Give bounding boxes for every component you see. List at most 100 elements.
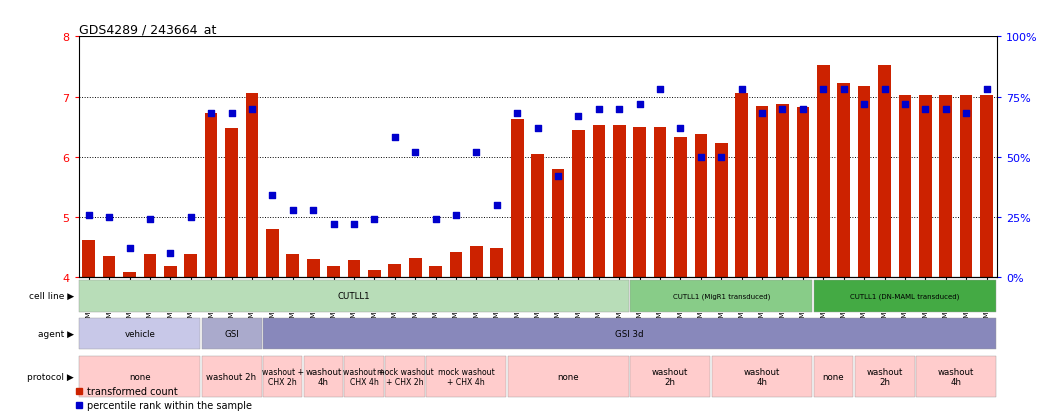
Bar [593,126,605,278]
Point [366,216,383,223]
Point [448,212,465,218]
FancyBboxPatch shape [814,356,853,397]
Text: none: none [823,372,844,381]
Point [305,207,321,214]
Point [81,212,97,218]
Bar [328,267,340,278]
Point [141,216,158,223]
Point [855,101,872,108]
Bar [572,131,585,278]
FancyBboxPatch shape [80,356,200,397]
Bar [797,108,809,278]
Bar [838,84,850,278]
Bar [164,267,177,278]
FancyBboxPatch shape [814,280,996,312]
Bar [143,255,156,278]
Point [427,216,444,223]
Text: washout
4h: washout 4h [938,367,974,386]
Bar [348,261,360,278]
FancyBboxPatch shape [202,318,262,349]
Point [876,87,893,93]
Bar [246,94,259,278]
Bar [409,258,422,278]
Point [651,87,668,93]
Text: washout
4h: washout 4h [744,367,780,386]
Text: GDS4289 / 243664_at: GDS4289 / 243664_at [79,23,216,36]
FancyBboxPatch shape [508,356,629,397]
Bar [980,96,993,278]
Point [326,221,342,228]
Bar [225,128,238,278]
Bar [287,255,299,278]
Bar [715,144,728,278]
Point [896,101,913,108]
Point [672,125,689,132]
Point [795,106,811,113]
Point [754,111,771,117]
Point [346,221,362,228]
Point [917,106,934,113]
Bar [490,249,504,278]
Bar [103,256,115,278]
FancyBboxPatch shape [263,318,996,349]
FancyBboxPatch shape [426,356,507,397]
Text: agent ▶: agent ▶ [38,329,74,338]
Point [713,154,730,161]
Text: mock washout
+ CHX 2h: mock washout + CHX 2h [377,367,433,386]
Bar [450,252,463,278]
Text: none: none [129,372,151,381]
Text: washout
2h: washout 2h [652,367,689,386]
Bar [939,96,952,278]
FancyBboxPatch shape [916,356,996,397]
Point [836,87,852,93]
FancyBboxPatch shape [80,318,200,349]
FancyBboxPatch shape [854,356,914,397]
Text: washout +
CHX 4h: washout + CHX 4h [343,367,385,386]
Bar [612,126,625,278]
Point [937,106,954,113]
Text: cell line ▶: cell line ▶ [29,292,74,301]
Bar [470,246,483,278]
Bar [756,106,768,278]
FancyBboxPatch shape [630,280,812,312]
Text: CUTLL1 (MigR1 transduced): CUTLL1 (MigR1 transduced) [672,293,770,299]
Bar [735,94,748,278]
Bar [694,135,707,278]
Bar [817,66,829,278]
Point [223,111,240,117]
FancyBboxPatch shape [385,356,425,397]
Text: mock washout
+ CHX 4h: mock washout + CHX 4h [438,367,494,386]
Text: transformed count: transformed count [87,386,178,396]
FancyBboxPatch shape [712,356,812,397]
Point [162,250,179,257]
Point [958,111,975,117]
Point [774,106,790,113]
Bar [531,154,544,278]
Text: none: none [557,372,579,381]
Bar [307,259,319,278]
Point [529,125,547,132]
Bar [184,255,197,278]
Bar [776,104,788,278]
Point [550,173,566,180]
Point [489,202,506,209]
Bar [857,86,870,278]
Bar [552,169,564,278]
Text: percentile rank within the sample: percentile rank within the sample [87,400,252,410]
Point [978,87,995,93]
Bar [388,264,401,278]
Point [203,111,220,117]
Point [610,106,627,113]
Bar [205,114,218,278]
Point [570,113,586,120]
Bar [124,273,136,278]
Point [264,192,281,199]
Point [101,214,117,221]
Bar [429,267,442,278]
Text: GSI: GSI [224,329,239,338]
Point [692,154,709,161]
Point [815,87,831,93]
Point [121,245,138,252]
Text: GSI 3d: GSI 3d [616,329,644,338]
FancyBboxPatch shape [202,356,262,397]
